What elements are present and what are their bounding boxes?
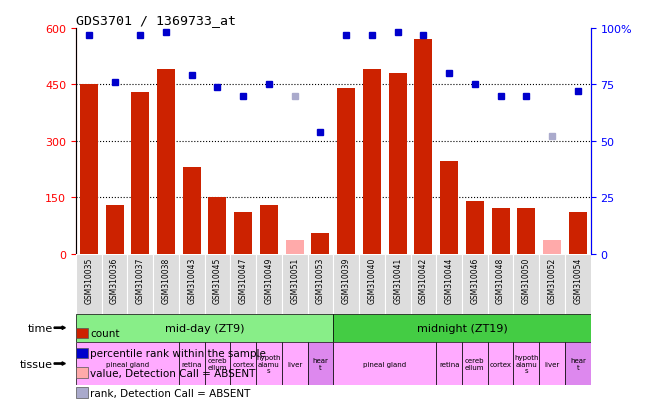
Bar [76,342,179,385]
Bar [205,254,230,314]
Text: GSM310048: GSM310048 [496,257,505,303]
Text: retina: retina [182,361,202,367]
Bar [411,254,436,314]
Bar [565,342,591,385]
Text: GSM310035: GSM310035 [84,257,93,303]
Text: rank, Detection Call = ABSENT: rank, Detection Call = ABSENT [90,388,251,398]
Bar [466,202,484,254]
Text: GSM310043: GSM310043 [187,257,196,303]
Text: count: count [90,328,120,338]
Bar [131,93,149,254]
Bar [436,342,462,385]
Text: liver: liver [544,361,560,367]
Text: pineal gland: pineal gland [363,361,407,367]
Text: GSM310053: GSM310053 [316,257,325,303]
Text: cortex: cortex [232,361,254,367]
Bar [513,254,539,314]
Bar [333,314,591,342]
Bar [539,342,565,385]
Bar [106,205,123,254]
Bar [80,85,98,254]
Bar [153,254,179,314]
Bar [565,254,591,314]
Text: GSM310047: GSM310047 [239,257,248,303]
Text: GSM310038: GSM310038 [162,257,170,303]
Bar [414,40,432,254]
Text: hear
t: hear t [570,357,586,370]
Bar [282,342,308,385]
Text: GSM310050: GSM310050 [522,257,531,303]
Bar [260,205,278,254]
Text: hypoth
alamu
s: hypoth alamu s [257,354,281,373]
Text: GSM310037: GSM310037 [136,257,145,303]
Bar [76,254,102,314]
Bar [517,209,535,254]
Bar [205,342,230,385]
Text: percentile rank within the sample: percentile rank within the sample [90,348,266,358]
Text: midnight (ZT19): midnight (ZT19) [416,323,508,333]
Text: value, Detection Call = ABSENT: value, Detection Call = ABSENT [90,368,256,378]
Bar [179,342,205,385]
Bar [513,342,539,385]
Text: hypoth
alamu
s: hypoth alamu s [514,354,539,373]
Bar [286,241,304,254]
Text: cereb
ellum: cereb ellum [465,357,484,370]
Bar [183,168,201,254]
Text: GSM310049: GSM310049 [265,257,273,303]
Bar [488,254,513,314]
Bar [462,254,488,314]
Text: GSM310040: GSM310040 [368,257,376,303]
Text: GSM310041: GSM310041 [393,257,402,303]
Text: GSM310052: GSM310052 [548,257,556,303]
Text: time: time [28,323,53,333]
Bar [234,213,252,254]
Bar [312,233,329,254]
Text: GSM310039: GSM310039 [342,257,350,303]
Bar [389,74,407,254]
Bar [488,342,513,385]
Bar [76,314,333,342]
Text: tissue: tissue [20,358,53,369]
Bar [543,241,561,254]
Text: GSM310036: GSM310036 [110,257,119,303]
Bar [333,342,436,385]
Bar [333,254,359,314]
Bar [127,254,153,314]
Bar [256,342,282,385]
Bar [337,89,355,254]
Text: GSM310044: GSM310044 [445,257,453,303]
Bar [179,254,205,314]
Text: cortex: cortex [490,361,512,367]
Text: GSM310051: GSM310051 [290,257,299,303]
Bar [462,342,488,385]
Text: pineal gland: pineal gland [106,361,149,367]
Bar [230,254,256,314]
Bar [209,198,226,254]
Text: GSM310042: GSM310042 [419,257,428,303]
Text: cereb
ellum: cereb ellum [208,357,227,370]
Bar [157,70,175,254]
Bar [230,342,256,385]
Bar [102,254,127,314]
Bar [539,254,565,314]
Bar [440,162,458,254]
Bar [569,213,587,254]
Text: GSM310045: GSM310045 [213,257,222,303]
Text: GDS3701 / 1369733_at: GDS3701 / 1369733_at [76,14,236,27]
Text: GSM310054: GSM310054 [574,257,582,303]
Text: hear
t: hear t [312,357,329,370]
Bar [308,254,333,314]
Text: liver: liver [287,361,302,367]
Text: retina: retina [439,361,459,367]
Bar [308,342,333,385]
Bar [385,254,411,314]
Bar [363,70,381,254]
Bar [436,254,462,314]
Text: GSM310046: GSM310046 [471,257,479,303]
Bar [492,209,510,254]
Bar [282,254,308,314]
Bar [256,254,282,314]
Bar [359,254,385,314]
Text: mid-day (ZT9): mid-day (ZT9) [165,323,244,333]
